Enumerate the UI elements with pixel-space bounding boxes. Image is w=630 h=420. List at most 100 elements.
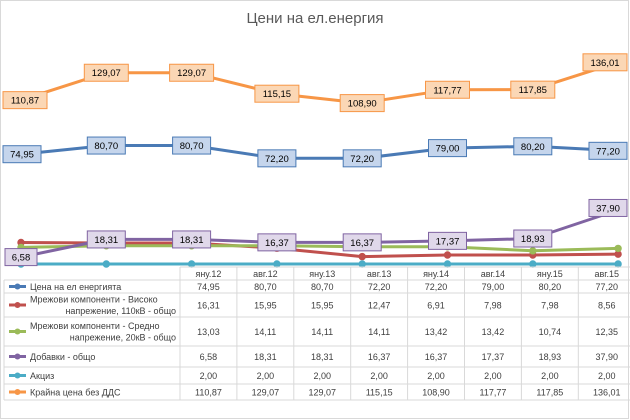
table-cell: 80,20 — [539, 282, 562, 292]
table-header-яну-15: яну.15 — [537, 269, 563, 279]
table-cell: 18,31 — [311, 352, 334, 362]
legend-key-marker-1 — [14, 302, 21, 308]
table-cell: 80,70 — [254, 282, 277, 292]
series-1-point-4 — [358, 252, 366, 261]
series-1-point-5 — [443, 251, 452, 259]
table-cell: 13,42 — [482, 327, 505, 337]
table-row-label-2: Мрежови компоненти - Средно напрежение, 2… — [30, 321, 176, 343]
table-cell: 72,20 — [425, 282, 448, 292]
legend-key-marker-5 — [14, 389, 21, 395]
table-cell: 129,07 — [252, 387, 280, 397]
table-cell: 18,31 — [254, 352, 277, 362]
data-label: 115,15 — [263, 89, 291, 100]
series-2-point-7 — [614, 244, 622, 253]
table-cell: 14,11 — [311, 327, 333, 337]
table-cell: 16,31 — [197, 300, 220, 310]
data-label: 18,31 — [180, 235, 204, 246]
data-label-box — [86, 230, 126, 249]
table-cell: 7,98 — [484, 300, 502, 310]
data-label: 117,77 — [433, 85, 461, 96]
table-cell: 117,77 — [480, 387, 507, 397]
table-cell: 110,87 — [195, 387, 222, 397]
table-cell: 72,20 — [368, 282, 391, 292]
table-cell: 14,11 — [254, 327, 276, 337]
data-label: 80,70 — [180, 141, 204, 152]
data-label: 77,20 — [596, 146, 620, 157]
data-label-box — [513, 137, 553, 156]
data-label: 72,20 — [350, 154, 374, 165]
table-cell: 13,03 — [197, 327, 220, 337]
table-cell: 79,00 — [482, 282, 505, 292]
table-cell: 2,00 — [484, 371, 502, 381]
table-cell: 117,85 — [536, 387, 563, 397]
table-header-яну-12: яну.12 — [195, 269, 221, 279]
table-cell: 12,47 — [368, 300, 391, 310]
table-row-label-3: Добавки - общо — [30, 352, 95, 362]
table-cell: 12,35 — [595, 327, 618, 337]
table-cell: 2,00 — [257, 371, 275, 381]
table-cell: 2,00 — [598, 371, 616, 381]
table-header-яну-13: яну.13 — [309, 269, 335, 279]
series-4-point-1 — [102, 260, 111, 268]
table-cell: 14,11 — [368, 327, 390, 337]
data-label-box — [428, 139, 467, 158]
table-cell: 10,74 — [539, 327, 562, 337]
table-row-label-0: Цена на ел енергията — [30, 282, 121, 292]
series-4-point-7 — [614, 260, 622, 268]
table-cell: 2,00 — [427, 371, 445, 381]
data-label: 129,07 — [92, 68, 121, 79]
legend-key-marker-3 — [14, 353, 21, 360]
table-cell: 80,70 — [311, 282, 334, 292]
series-4-point-5 — [443, 260, 452, 268]
data-label-box — [339, 94, 385, 113]
data-label: 16,37 — [265, 238, 289, 249]
table-cell: 74,95 — [197, 282, 220, 292]
table-cell: 8,56 — [598, 300, 616, 310]
series-4-point-4 — [358, 260, 366, 268]
series-4-point-3 — [273, 260, 281, 268]
data-label: 18,31 — [94, 235, 118, 246]
table-cell: 17,37 — [482, 352, 505, 362]
table-row-label-1: Мрежови компоненти - Високо напрежение, 1… — [30, 295, 176, 317]
table-cell: 7,98 — [541, 300, 559, 310]
data-label-box — [172, 136, 212, 155]
data-label-box — [425, 80, 470, 99]
data-label-box — [588, 198, 628, 217]
legend-key-marker-4 — [14, 372, 21, 379]
data-label: 16,37 — [350, 238, 374, 249]
table-cell: 16,37 — [368, 352, 391, 362]
data-label: 110,87 — [11, 96, 39, 107]
data-label-box — [4, 248, 38, 267]
table-header-авг-12: авг.12 — [253, 269, 277, 279]
table-cell: 77,20 — [595, 282, 618, 292]
table-row-label-4: Акциз — [30, 371, 54, 381]
data-label-box — [582, 53, 628, 72]
series-4-point-2 — [187, 260, 196, 268]
table-header-яну-14: яну.14 — [423, 269, 449, 279]
data-label: 72,20 — [265, 154, 289, 165]
data-label-box — [257, 233, 297, 252]
chart-title: Цени на ел.енергия — [246, 10, 383, 27]
table-header-авг-15: авг.15 — [595, 269, 619, 279]
data-label: 79,00 — [436, 144, 460, 155]
data-label: 136,01 — [590, 58, 619, 69]
data-label: 80,70 — [94, 141, 118, 152]
table-cell: 37,90 — [595, 352, 618, 362]
table-cell: 18,93 — [539, 352, 562, 362]
table-cell: 15,95 — [311, 300, 334, 310]
table-cell: 16,37 — [425, 352, 448, 362]
data-label-box — [86, 136, 126, 155]
data-label-box — [342, 233, 382, 252]
data-label: 108,90 — [348, 99, 377, 110]
table-header-авг-13: авг.13 — [367, 269, 391, 279]
table-cell: 6,91 — [427, 300, 445, 310]
data-labels: 74,95 80,70 80,70 72,20 72,20 79,00 80,20 77,20… — [2, 53, 628, 267]
data-label-box — [2, 145, 42, 164]
data-label-box — [257, 149, 297, 168]
data-label: 37,90 — [596, 203, 620, 214]
data-label-box — [588, 141, 628, 160]
data-label: 129,07 — [177, 68, 206, 79]
data-label: 74,95 — [10, 150, 34, 161]
table-cell: 108,90 — [422, 387, 450, 397]
table-cell: 2,00 — [541, 371, 559, 381]
